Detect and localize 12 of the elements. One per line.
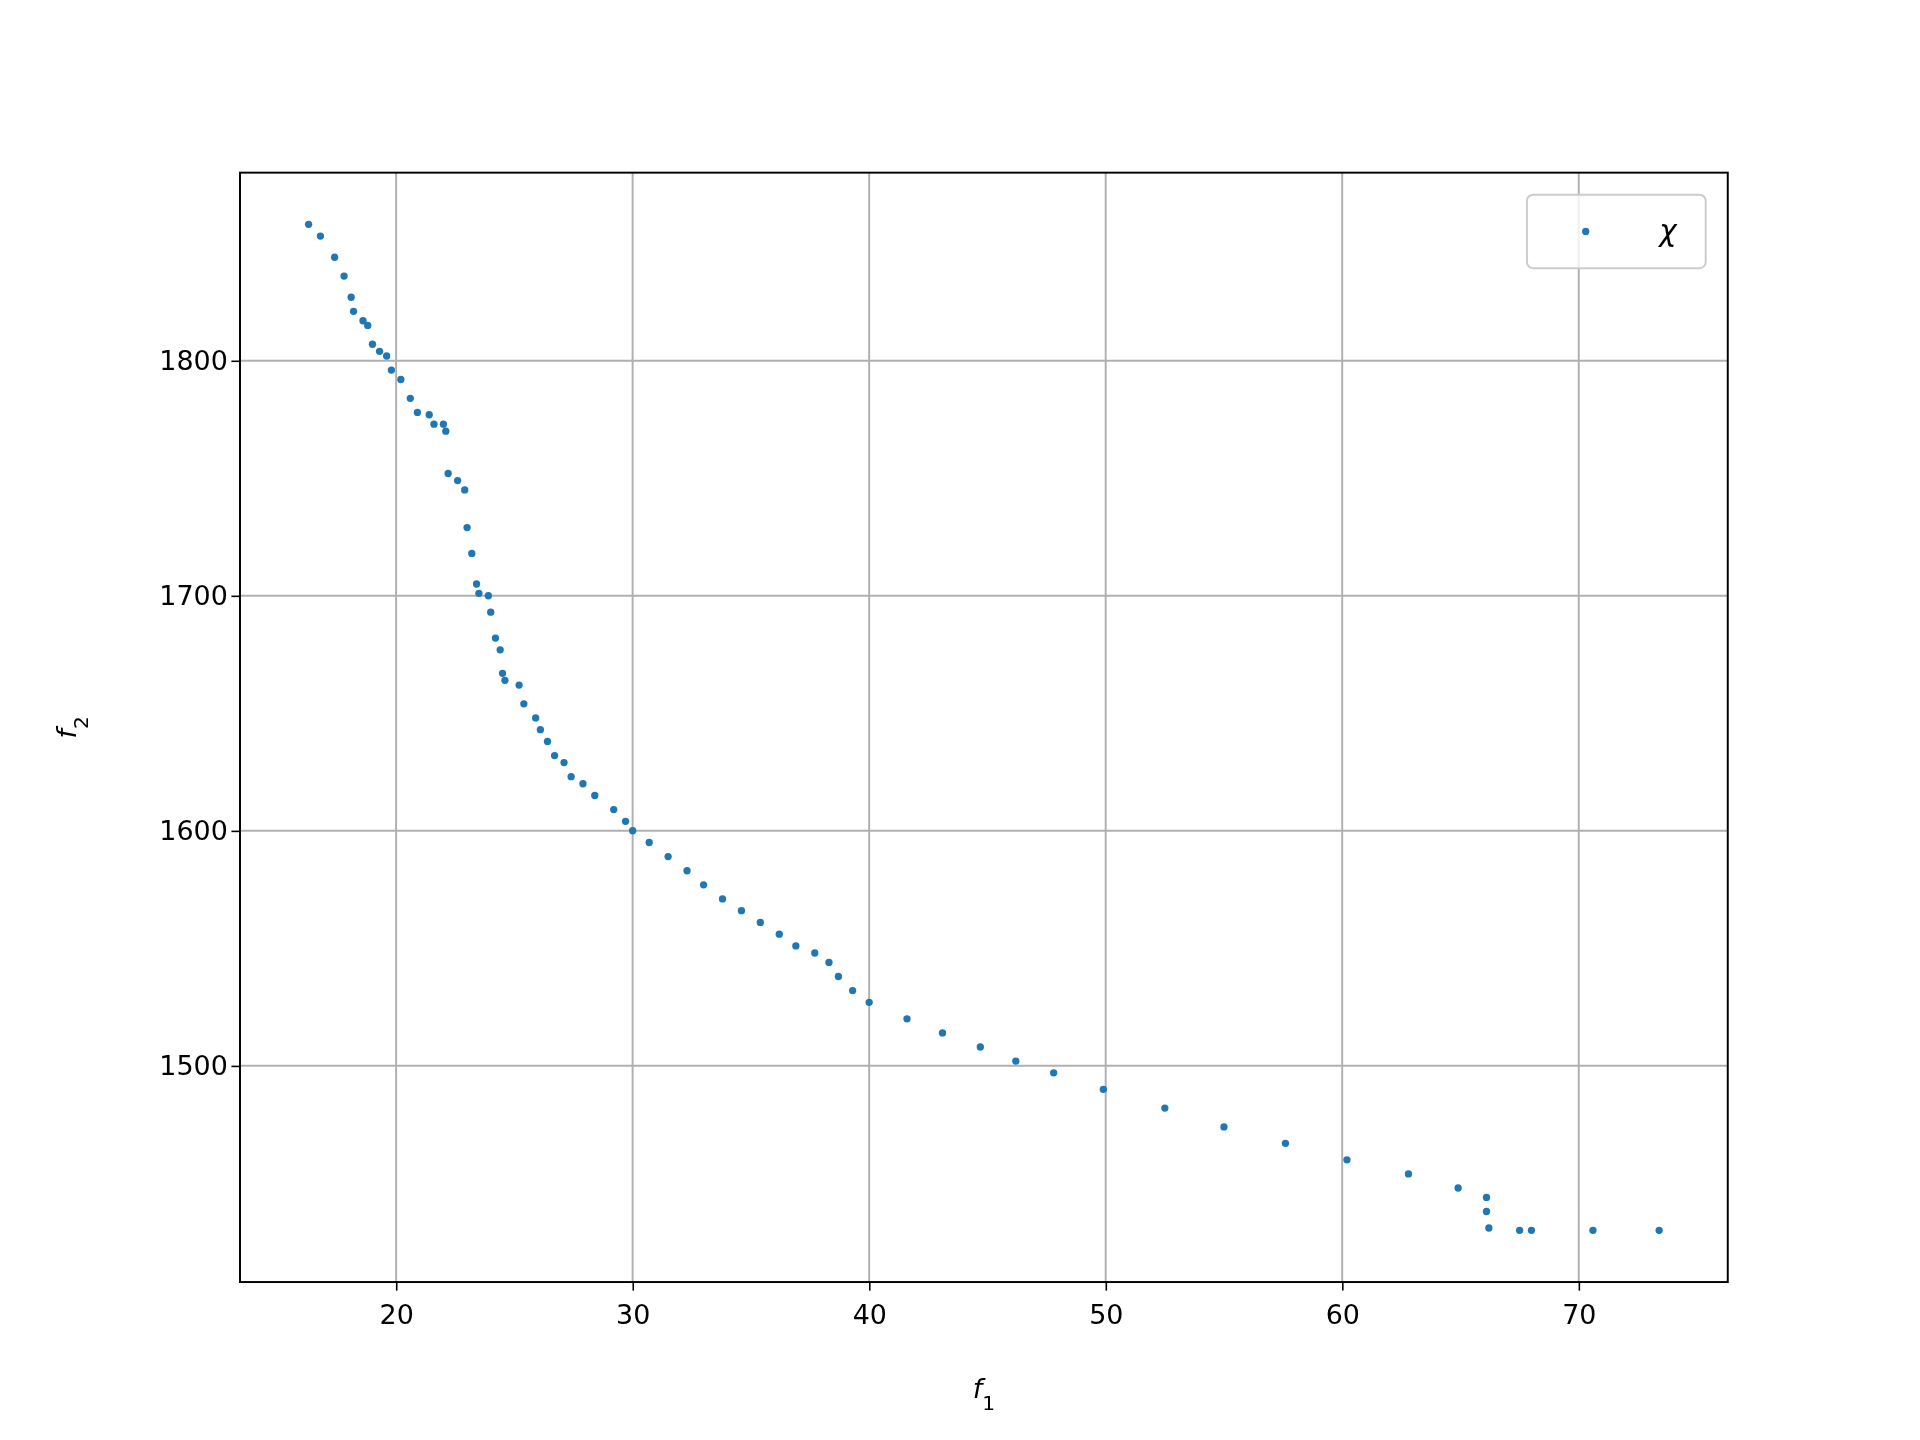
x-axis-title: f$_{1}$: [972, 1373, 996, 1416]
y-tick-label: 1800: [159, 344, 228, 376]
y-tick-label: 1600: [159, 815, 228, 846]
y-tick-label: 1500: [159, 1050, 228, 1082]
x-tick-label: 20: [379, 1298, 414, 1330]
x-tick-label: 50: [1089, 1298, 1124, 1330]
x-tick-label: 40: [852, 1298, 887, 1330]
legend-label: χ: [1657, 214, 1679, 249]
x-tick-label: 60: [1325, 1298, 1360, 1330]
x-tick-label: 70: [1562, 1298, 1597, 1330]
y-tick-label: 1700: [159, 579, 228, 611]
x-tick-label: 30: [616, 1298, 651, 1330]
